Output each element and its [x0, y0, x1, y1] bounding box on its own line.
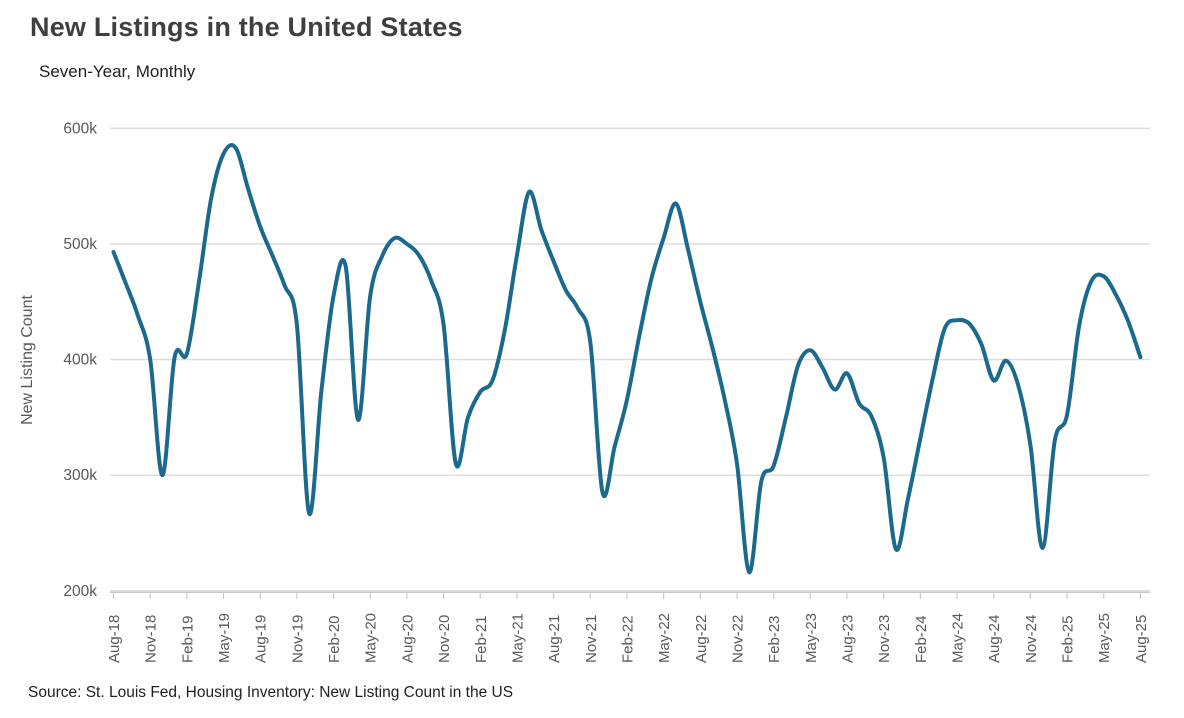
x-tick-label: Aug-25 — [1133, 615, 1150, 663]
y-tick-label: 400k — [63, 352, 97, 369]
x-tick-label: Aug-18 — [106, 615, 123, 663]
y-tick-label: 500k — [63, 236, 97, 253]
x-tick-label: Nov-24 — [1023, 615, 1040, 663]
source-note: Source: St. Louis Fed, Housing Inventory… — [28, 684, 514, 701]
x-tick-label: May-21 — [509, 613, 526, 663]
x-tick-label: Feb-19 — [179, 615, 196, 663]
x-tick-label: Nov-22 — [730, 615, 747, 663]
y-tick-label: 200k — [63, 583, 97, 600]
x-tick-label: Nov-21 — [583, 615, 600, 663]
x-tick-label: May-22 — [656, 613, 673, 663]
x-axis-ticks — [112, 592, 1142, 599]
y-tick-label: 600k — [63, 120, 97, 137]
x-axis-tick-labels: Aug-18 Nov-18 Feb-19 May-19 Aug-19 Nov-19 Feb-… — [106, 613, 1150, 663]
x-tick-label: Nov-23 — [876, 615, 893, 663]
x-tick-label: May-24 — [950, 613, 967, 663]
x-tick-label: May-19 — [216, 613, 233, 663]
x-tick-label: Aug-22 — [693, 615, 710, 663]
x-tick-label: Aug-19 — [253, 615, 270, 663]
x-tick-label: Feb-21 — [473, 615, 490, 663]
x-tick-label: Nov-19 — [289, 615, 306, 663]
x-tick-label: Feb-23 — [766, 615, 783, 663]
x-tick-label: Aug-23 — [840, 615, 857, 663]
x-tick-label: Aug-21 — [546, 615, 563, 663]
y-axis-tick-labels: 200k 300k 400k 500k 600k — [63, 120, 97, 600]
new-listings-line-series — [111, 143, 1143, 575]
x-tick-label: Feb-24 — [913, 615, 930, 663]
chart-subtitle: Seven-Year, Monthly — [39, 62, 196, 81]
x-tick-label: May-20 — [363, 613, 380, 663]
gridlines — [110, 127, 1150, 592]
x-tick-label: May-25 — [1096, 613, 1113, 663]
y-axis-title: New Listing Count — [19, 295, 36, 425]
x-tick-label: Feb-20 — [326, 615, 343, 663]
x-tick-label: Nov-18 — [143, 615, 160, 663]
x-tick-label: May-23 — [803, 613, 820, 663]
x-tick-label: Feb-25 — [1060, 615, 1077, 663]
x-tick-label: Feb-22 — [619, 615, 636, 663]
x-tick-label: Nov-20 — [436, 615, 453, 663]
y-tick-label: 300k — [63, 467, 97, 484]
chart-title: New Listings in the United States — [30, 12, 463, 42]
x-tick-label: Aug-20 — [399, 615, 416, 663]
x-tick-label: Aug-24 — [986, 615, 1003, 663]
